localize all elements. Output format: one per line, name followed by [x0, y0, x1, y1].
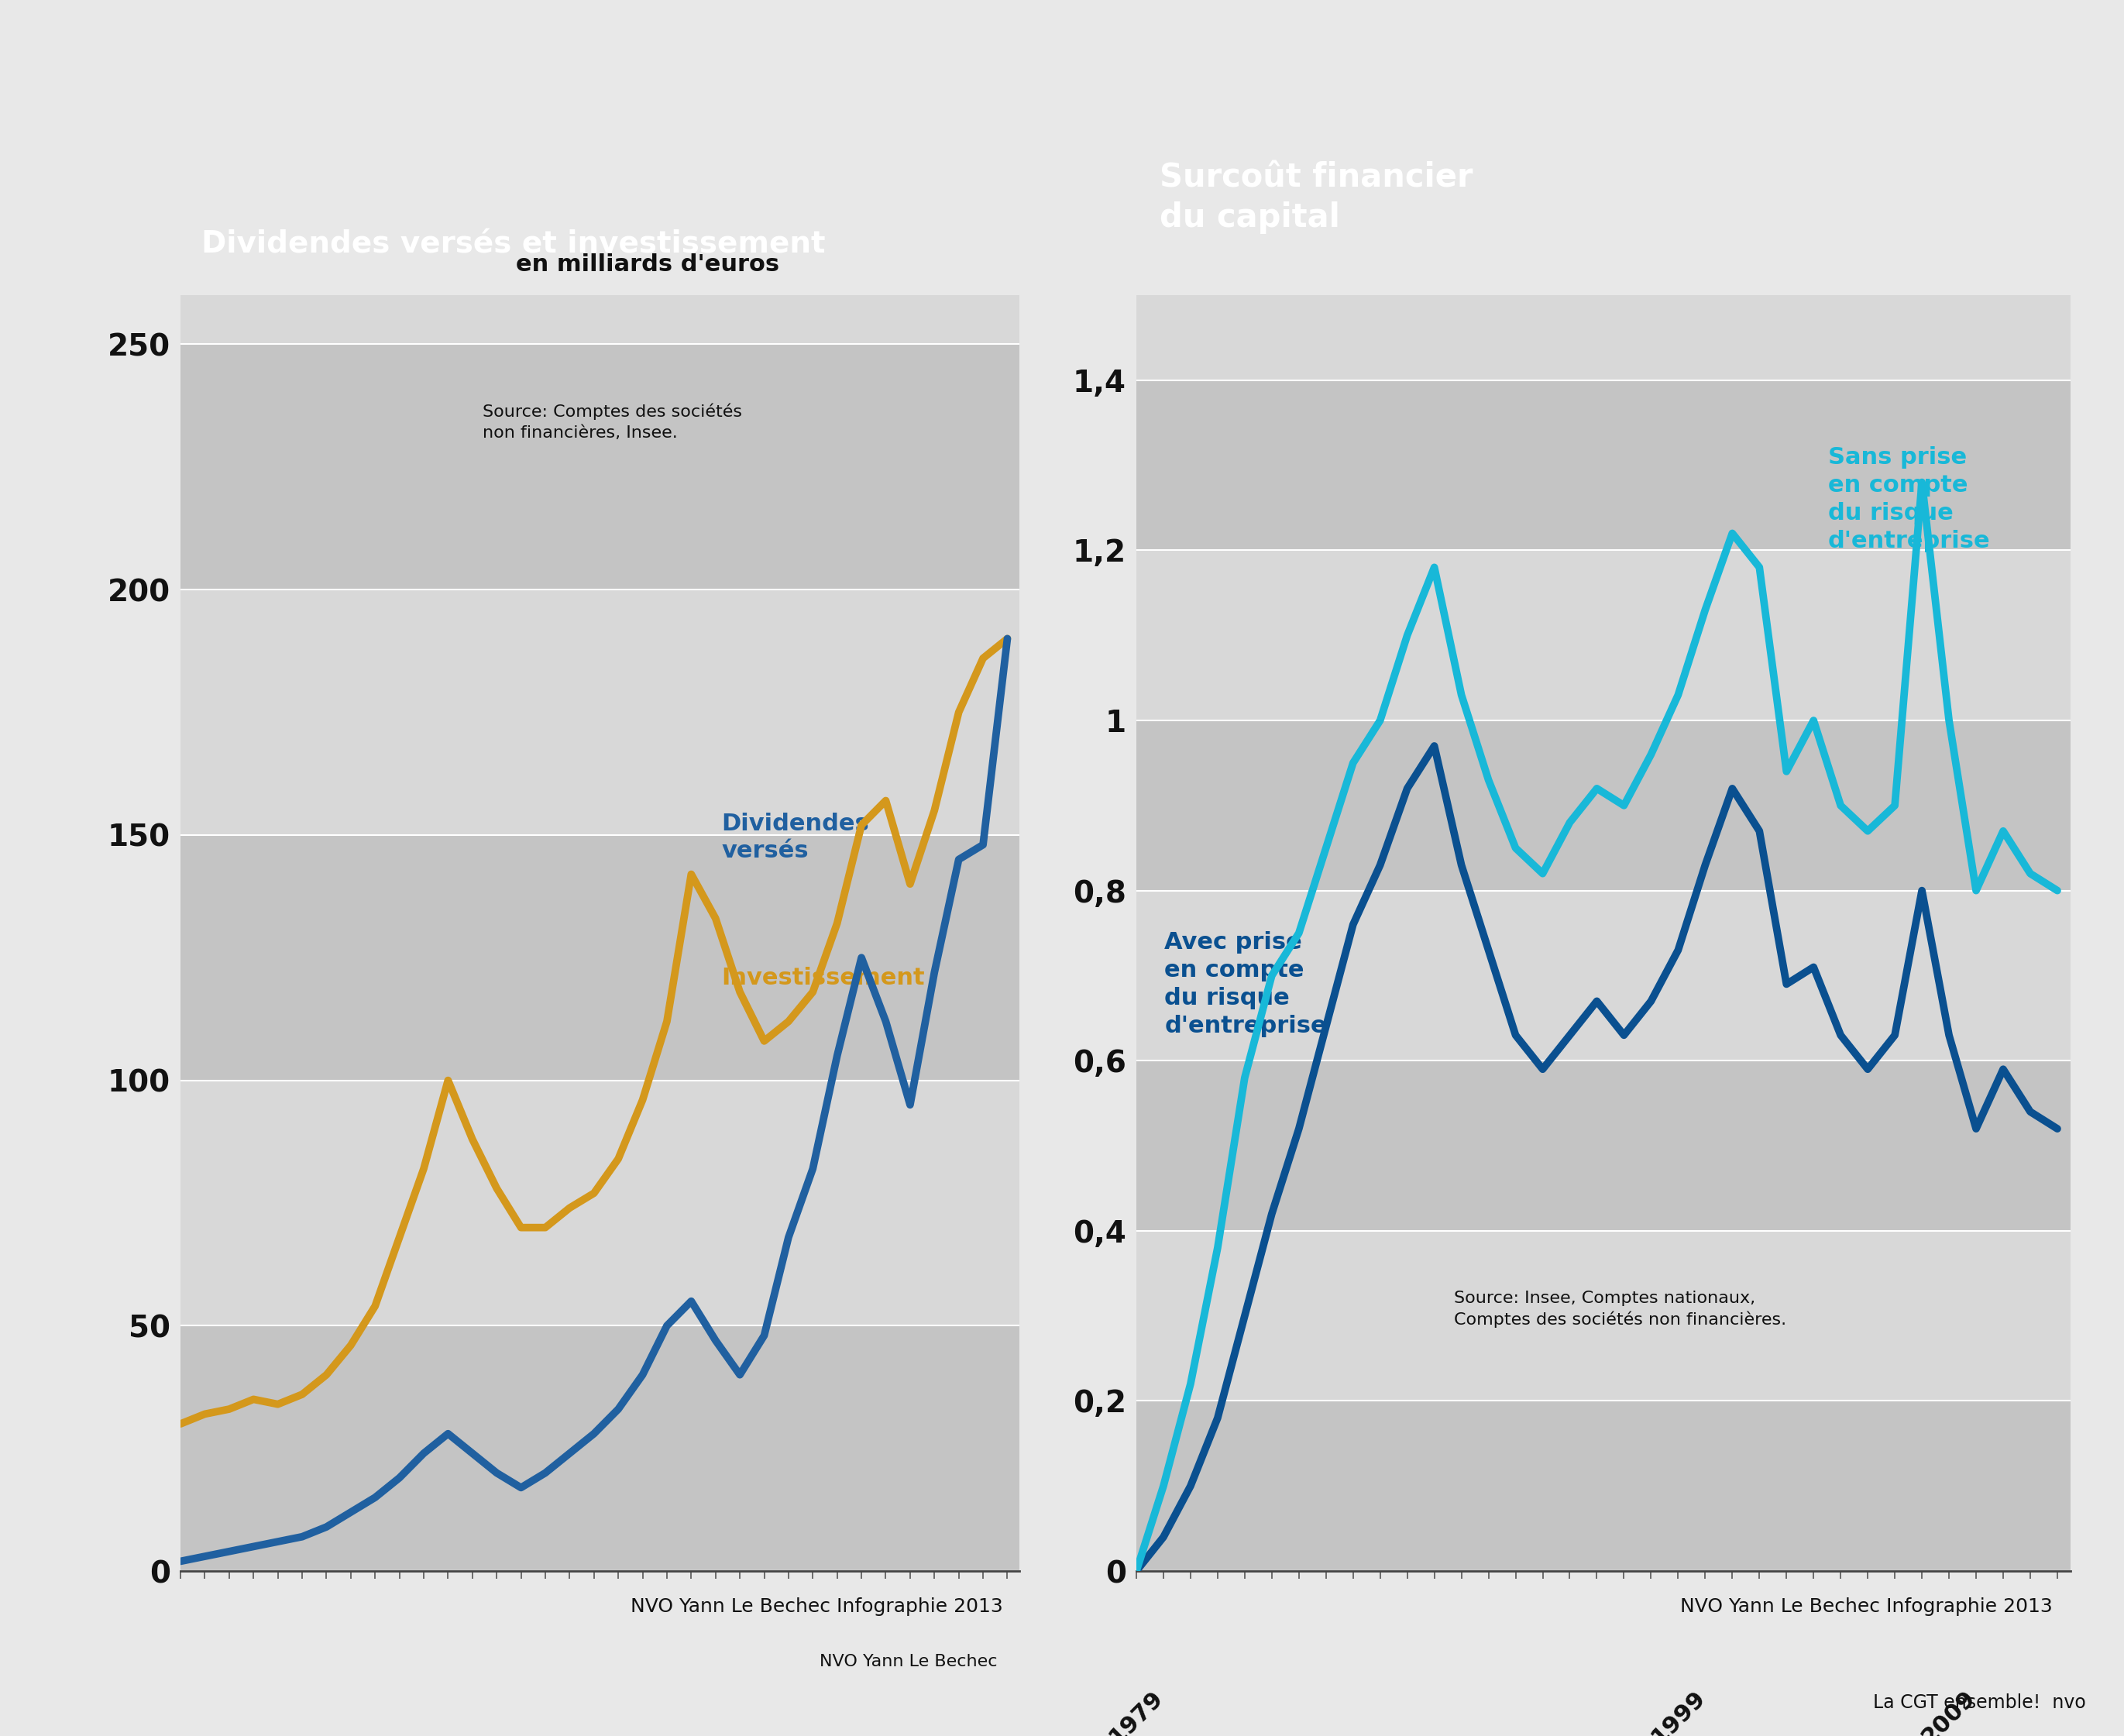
Bar — [1136, 550, 2071, 720]
Bar — [181, 835, 1020, 1080]
Text: en milliards d'euros: en milliards d'euros — [516, 253, 780, 276]
Text: Avec prise
en compte
du risque
d'entreprise: Avec prise en compte du risque d'entrepr… — [1164, 930, 1328, 1036]
Bar — [181, 344, 1020, 590]
Text: 1999: 1999 — [1646, 1686, 1710, 1736]
Text: Dividendes versés et investissement: Dividendes versés et investissement — [202, 231, 826, 259]
Text: NVO Yann Le Bechec Infographie 2013: NVO Yann Le Bechec Infographie 2013 — [631, 1597, 1003, 1616]
Text: NVO Yann Le Bechec Infographie 2013: NVO Yann Le Bechec Infographie 2013 — [1680, 1597, 2052, 1616]
Text: La CGT ensemble!  nvo: La CGT ensemble! nvo — [1873, 1694, 2086, 1712]
Text: Surcoût financier
du capital: Surcoût financier du capital — [1160, 161, 1474, 234]
Bar — [1136, 1401, 2071, 1571]
Text: 2009: 2009 — [1918, 1686, 1980, 1736]
Bar — [1136, 380, 2071, 550]
Bar — [1136, 1231, 2071, 1401]
Bar — [181, 1080, 1020, 1326]
Bar — [181, 1326, 1020, 1571]
Text: Source: Comptes des sociétés
non financières, Insee.: Source: Comptes des sociétés non financi… — [482, 403, 741, 441]
Bar — [181, 590, 1020, 835]
Bar — [1136, 720, 2071, 891]
Text: NVO Yann Le Bechec: NVO Yann Le Bechec — [820, 1654, 1003, 1670]
Text: Sans prise
en compte
du risque
d'entreprise: Sans prise en compte du risque d'entrepr… — [1829, 446, 1990, 552]
Bar — [1136, 1061, 2071, 1231]
Text: Source: Insee, Comptes nationaux,
Comptes des sociétés non financières.: Source: Insee, Comptes nationaux, Compte… — [1455, 1290, 1786, 1328]
Text: Dividendes
versés: Dividendes versés — [722, 812, 869, 863]
Bar — [1136, 891, 2071, 1061]
Text: Investissement: Investissement — [722, 967, 926, 990]
Text: 1979: 1979 — [1104, 1686, 1168, 1736]
